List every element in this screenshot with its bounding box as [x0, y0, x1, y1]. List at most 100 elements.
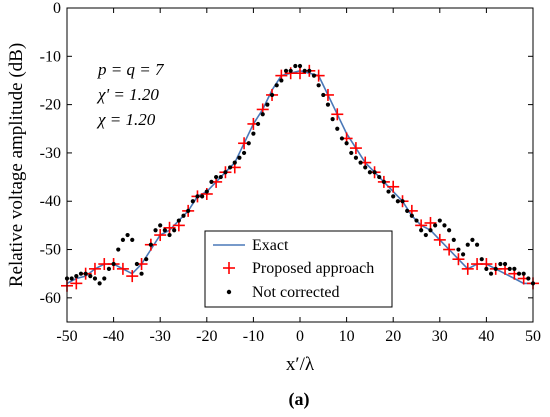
not-corrected-point	[106, 266, 112, 271]
x-tick-label: -20	[196, 328, 217, 345]
proposed-point	[70, 277, 83, 290]
legend-box	[204, 230, 393, 308]
legend: Exact Proposed approach Not corrected	[204, 230, 393, 308]
proposed-point	[461, 262, 474, 275]
not-corrected-point	[386, 189, 391, 194]
proposed-point	[331, 108, 344, 121]
y-axis-ticks: 0 -10 -20 -30 -40 -50 -60	[40, 0, 533, 307]
not-corrected-point	[451, 237, 456, 242]
not-corrected-point	[125, 232, 130, 238]
legend-swatch-not-corrected	[226, 289, 232, 295]
not-corrected-point	[130, 237, 135, 242]
not-corrected-point	[442, 223, 447, 228]
not-corrected-point	[204, 189, 209, 194]
not-corrected-point	[474, 242, 480, 247]
legend-label-exact: Exact	[252, 237, 289, 254]
not-corrected-point	[321, 92, 326, 98]
not-corrected-point	[69, 276, 74, 281]
not-corrected-point	[167, 232, 172, 238]
not-corrected-point	[428, 228, 433, 233]
x-tick-label: 10	[339, 328, 355, 345]
not-corrected-point	[461, 252, 466, 257]
y-tick-label: -30	[40, 145, 61, 162]
not-corrected-point	[153, 228, 158, 233]
not-corrected-point	[111, 261, 116, 267]
x-tick-label: -50	[56, 328, 77, 345]
not-corrected-point	[367, 170, 372, 175]
not-corrected-point	[377, 174, 382, 180]
not-corrected-point	[283, 68, 289, 73]
not-corrected-point	[120, 237, 126, 242]
not-corrected-point	[293, 63, 298, 69]
x-tick-label: 50	[525, 328, 541, 345]
not-corrected-point	[134, 261, 139, 267]
not-corrected-point	[274, 83, 279, 88]
not-corrected-point	[414, 218, 419, 223]
not-corrected-point	[493, 266, 498, 271]
parameter-annotations: p = q = 7 χ' = 1.20 χ = 1.20	[96, 60, 165, 129]
y-tick-label: -50	[40, 242, 61, 259]
x-axis-ticks: -50 -40 -30 -20 -10 0 10 20 30 40 50	[56, 8, 541, 345]
not-corrected-point	[484, 266, 489, 271]
not-corrected-point	[419, 228, 424, 233]
not-corrected-point	[335, 126, 340, 131]
not-corrected-point	[526, 276, 531, 281]
not-corrected-point	[181, 213, 186, 218]
not-corrected-point	[400, 199, 405, 204]
not-corrected-point	[172, 228, 177, 233]
y-tick-label: -40	[40, 193, 61, 210]
not-corrected-point	[512, 266, 517, 271]
not-corrected-point	[223, 170, 228, 175]
not-corrected-point	[488, 271, 494, 276]
not-corrected-point	[74, 274, 79, 279]
annotation-pq: p = q = 7	[97, 60, 165, 79]
not-corrected-point	[465, 242, 470, 247]
not-corrected-point	[260, 112, 265, 117]
not-corrected-point	[288, 68, 293, 73]
not-corrected-point	[269, 92, 275, 98]
not-corrected-point	[186, 208, 191, 213]
not-corrected-point	[116, 247, 121, 252]
not-corrected-point	[78, 271, 84, 276]
not-corrected-point	[88, 274, 93, 279]
not-corrected-point	[316, 83, 321, 88]
not-corrected-point	[330, 117, 335, 122]
y-tick-label: 0	[53, 0, 61, 17]
x-tick-label: -40	[103, 328, 124, 345]
not-corrected-point	[409, 213, 414, 218]
not-corrected-point	[498, 261, 503, 267]
proposed-point	[433, 233, 446, 246]
not-corrected-point	[218, 174, 223, 180]
x-tick-label: -30	[150, 328, 171, 345]
y-tick-label: -10	[40, 48, 61, 65]
not-corrected-point	[214, 174, 219, 180]
not-corrected-point	[209, 179, 214, 185]
figure-caption: (a)	[289, 389, 310, 410]
proposed-point	[387, 180, 400, 193]
not-corrected-point	[232, 160, 237, 165]
not-corrected-point	[456, 247, 461, 252]
not-corrected-point	[307, 68, 312, 73]
not-corrected-point	[339, 136, 345, 141]
legend-swatch-proposed	[223, 262, 235, 274]
not-corrected-point	[502, 261, 508, 267]
proposed-point	[452, 253, 465, 266]
not-corrected-point	[470, 237, 475, 242]
annotation-chi-prime: χ' = 1.20	[96, 85, 159, 104]
legend-label-not-corrected: Not corrected	[252, 284, 340, 301]
not-corrected-point	[358, 160, 363, 165]
not-corrected-point	[200, 194, 205, 199]
x-tick-label: 20	[385, 328, 401, 345]
proposed-point	[163, 221, 176, 234]
not-corrected-point	[437, 218, 442, 223]
not-corrected-point	[311, 73, 317, 78]
not-corrected-point	[423, 232, 428, 238]
not-corrected-point	[237, 155, 242, 160]
not-corrected-point	[344, 141, 349, 146]
not-corrected-point	[265, 102, 270, 107]
not-corrected-point	[372, 170, 377, 175]
plot-marks	[61, 63, 539, 292]
y-tick-label: -60	[40, 290, 61, 307]
proposed-point	[443, 243, 456, 256]
